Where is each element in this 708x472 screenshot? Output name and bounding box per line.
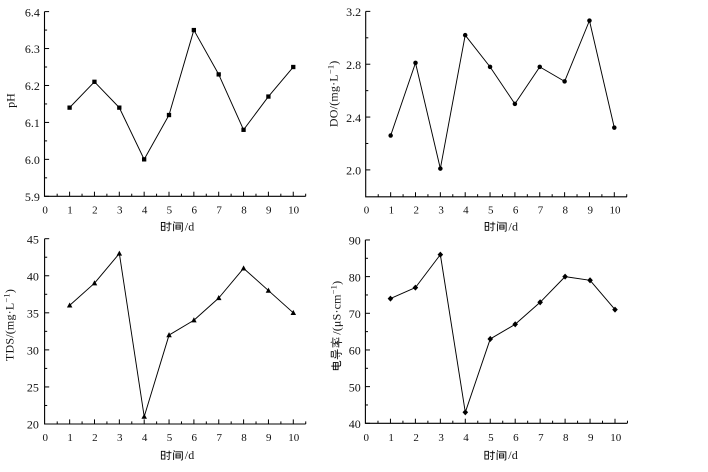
svg-text:60: 60 [349,344,361,358]
svg-text:5: 5 [488,432,494,444]
svg-text:10: 10 [288,432,300,444]
svg-text:6: 6 [192,204,198,216]
svg-text:2: 2 [92,432,98,444]
svg-text:9: 9 [588,432,594,444]
svg-text:8: 8 [563,432,569,444]
svg-text:5: 5 [167,432,173,444]
svg-text:DO/(mg·L−1): DO/(mg·L−1) [325,61,340,128]
svg-text:0: 0 [363,432,369,444]
svg-text:4: 4 [142,432,148,444]
svg-text:pH: pH [3,93,17,108]
svg-text:1: 1 [389,204,395,216]
svg-text:50: 50 [349,380,361,394]
svg-text:8: 8 [563,204,569,216]
svg-text:7: 7 [538,204,544,216]
svg-text:2.4: 2.4 [346,111,361,125]
svg-text:TDS/(mg·L−1): TDS/(mg·L−1) [1,289,16,361]
svg-text:9: 9 [266,204,272,216]
svg-text:6.0: 6.0 [25,153,40,167]
svg-text:6: 6 [192,432,198,444]
svg-text:7: 7 [538,432,544,444]
svg-text:6: 6 [513,432,519,444]
svg-text:90: 90 [349,234,361,248]
svg-text:6.3: 6.3 [25,42,40,56]
svg-text:6.1: 6.1 [25,116,40,130]
svg-text:80: 80 [349,270,361,284]
svg-text:4: 4 [463,204,469,216]
svg-text:0: 0 [42,204,48,216]
svg-text:5: 5 [167,204,173,216]
svg-text:45: 45 [27,232,39,246]
svg-text:20: 20 [27,418,39,432]
svg-text:6.4: 6.4 [25,5,40,19]
svg-text:0: 0 [364,204,370,216]
svg-text:2: 2 [413,432,419,444]
svg-text:7: 7 [216,432,222,444]
svg-text:2.0: 2.0 [346,164,361,178]
svg-text:/d: /d [508,448,518,462]
svg-text:4: 4 [463,432,469,444]
svg-text:25: 25 [27,381,39,395]
svg-text:/d: /d [509,219,519,233]
svg-text:70: 70 [349,307,361,321]
svg-text:1: 1 [388,432,394,444]
svg-text:3: 3 [117,432,123,444]
svg-text:/d: /d [185,219,195,233]
svg-text:0: 0 [42,432,48,444]
svg-text:40: 40 [349,417,361,431]
svg-text:9: 9 [266,432,272,444]
svg-text:3.2: 3.2 [346,5,361,19]
svg-text:10: 10 [288,204,300,216]
svg-text:7: 7 [216,204,222,216]
svg-text:35: 35 [27,307,39,321]
svg-text:6: 6 [513,204,519,216]
svg-text:8: 8 [241,432,247,444]
svg-text:5.9: 5.9 [25,190,40,204]
svg-text:2: 2 [413,204,419,216]
svg-text:1: 1 [67,432,73,444]
svg-text:30: 30 [27,344,39,358]
svg-text:1: 1 [67,204,73,216]
svg-text:3: 3 [117,204,123,216]
svg-text:5: 5 [488,204,494,216]
svg-text:9: 9 [587,204,593,216]
svg-text:4: 4 [142,204,148,216]
svg-text:2: 2 [92,204,98,216]
svg-text:6.2: 6.2 [25,79,40,93]
svg-text:2.8: 2.8 [346,58,361,72]
svg-text:/d: /d [185,448,195,462]
svg-text:3: 3 [438,432,444,444]
svg-text:8: 8 [241,204,247,216]
svg-text:10: 10 [610,204,622,216]
svg-text:40: 40 [27,270,39,284]
svg-text:3: 3 [438,204,444,216]
svg-text:10: 10 [610,432,622,444]
